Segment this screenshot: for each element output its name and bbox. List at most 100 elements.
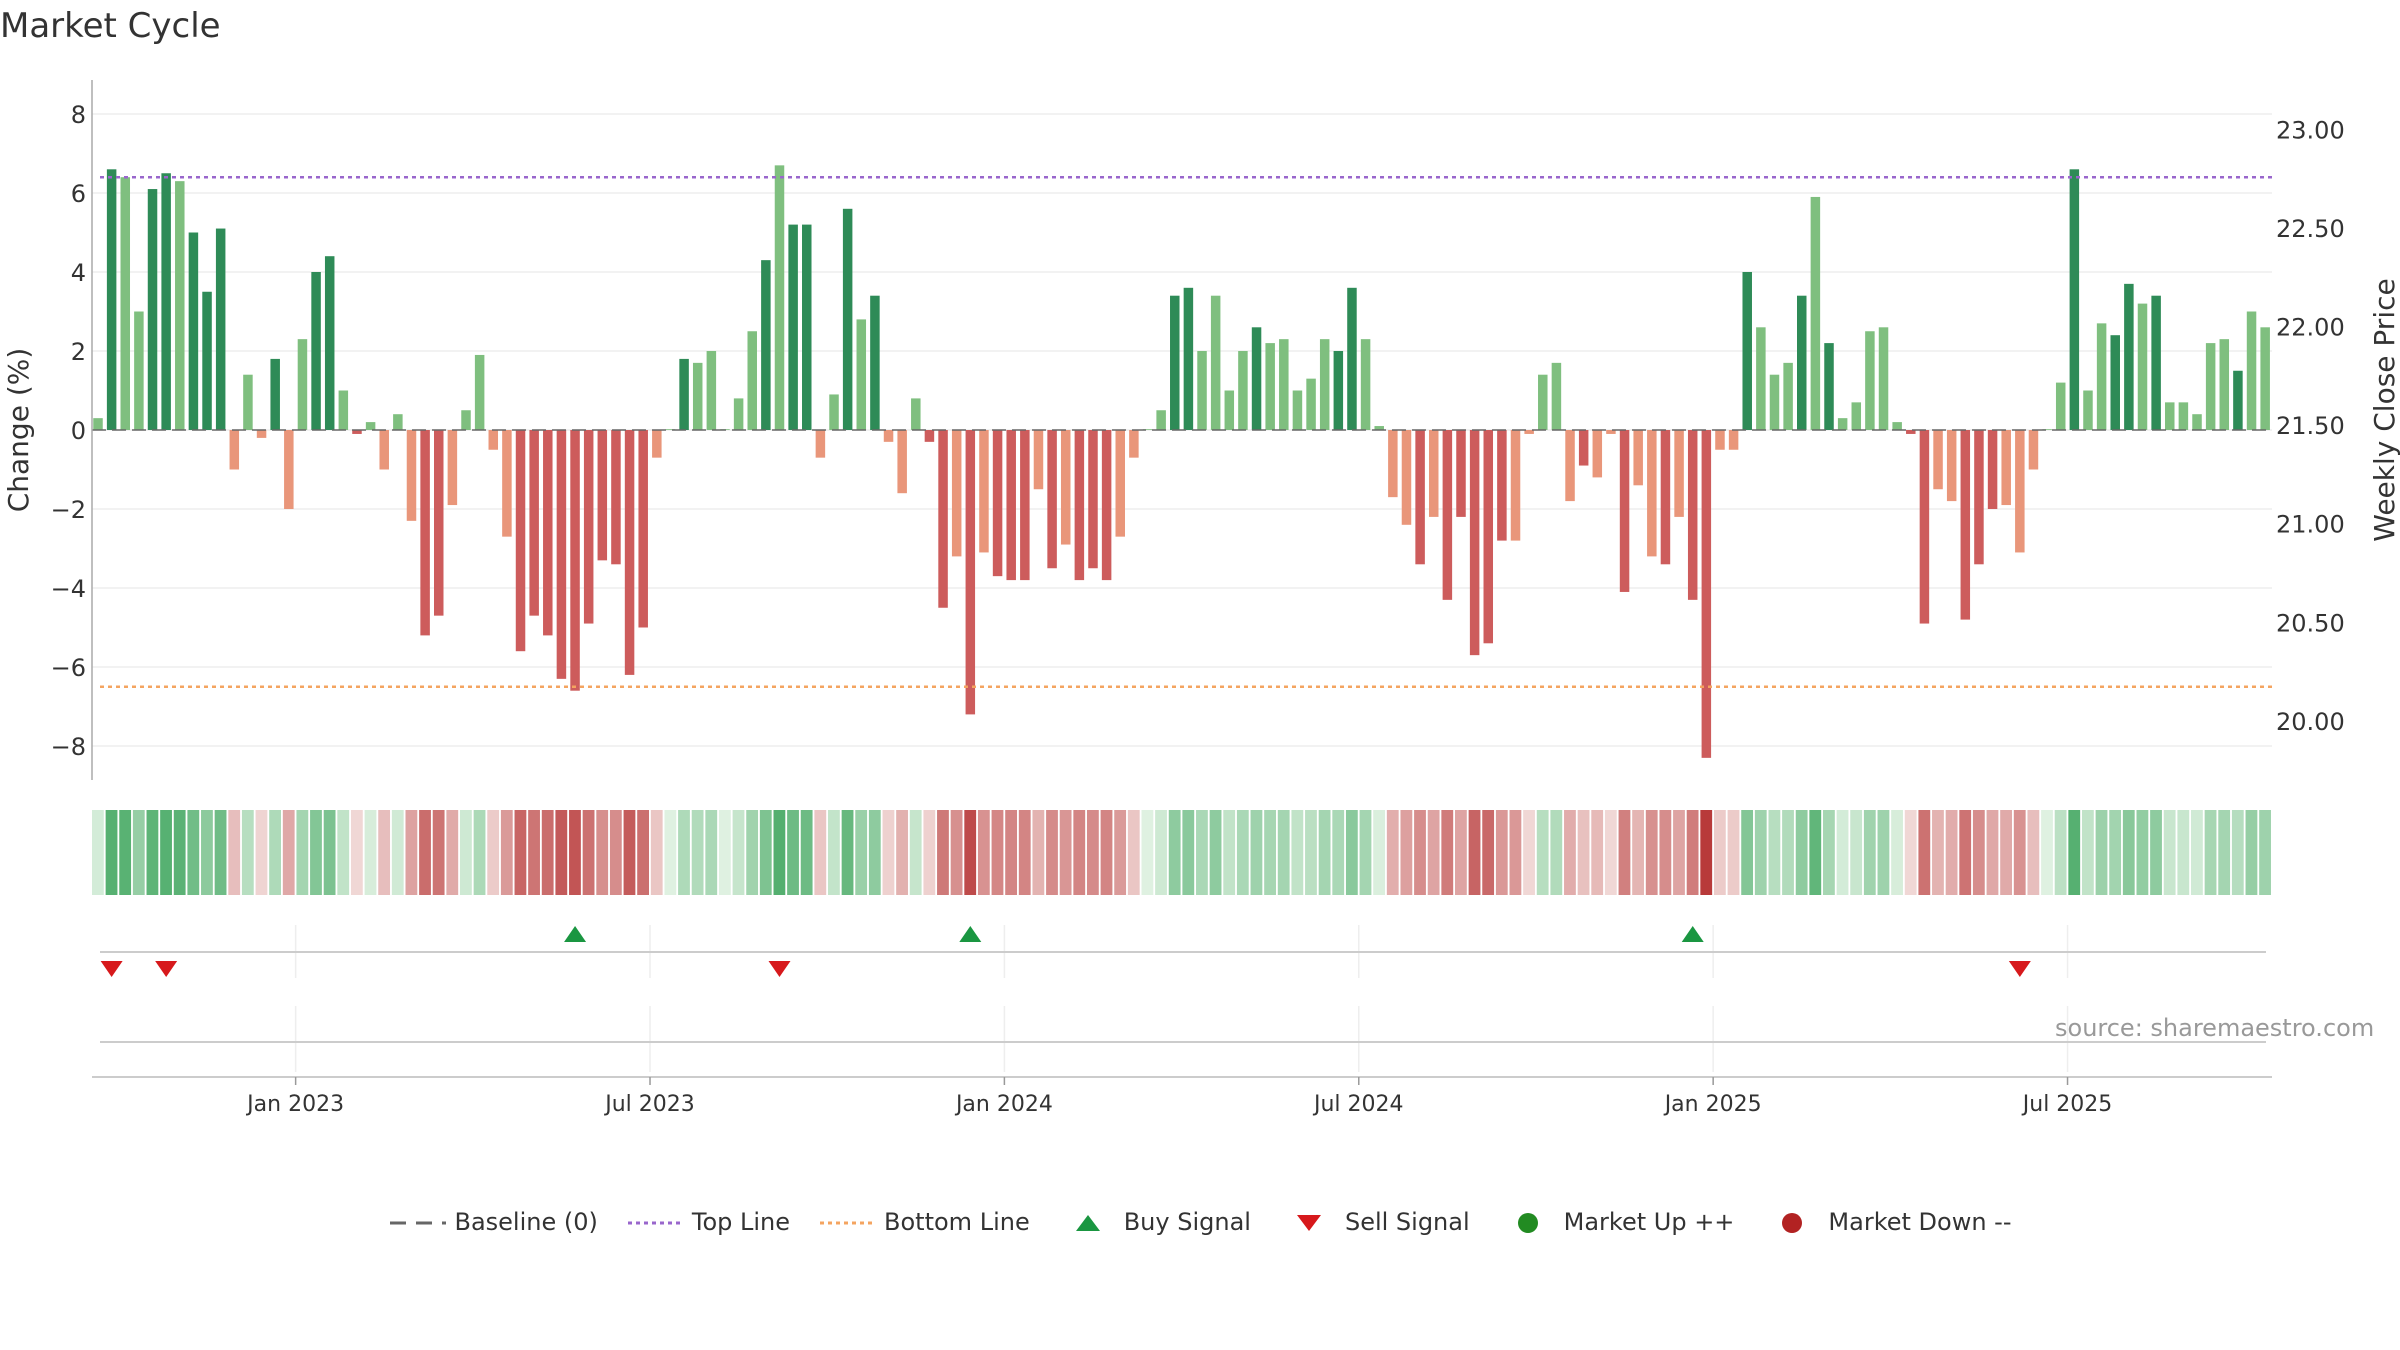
y-tick-label-right: 22.00 <box>2276 313 2345 341</box>
sell-signal-marker <box>100 961 123 977</box>
y-tick-label-left: −8 <box>51 733 86 761</box>
bar <box>1469 430 1480 656</box>
heat-cell <box>1359 810 1372 895</box>
y-tick-label-left: −2 <box>51 496 86 524</box>
dotted-line-icon <box>626 1208 692 1236</box>
heat-cell <box>1645 810 1658 895</box>
bar <box>1538 374 1548 430</box>
heat-cell <box>759 810 772 895</box>
bar <box>1906 430 1916 434</box>
heat-cell <box>1918 810 1931 895</box>
heat-cell <box>364 810 377 895</box>
legend-label: Baseline (0) <box>454 1207 598 1236</box>
heat-cell <box>187 810 200 895</box>
heat-cell <box>1100 810 1113 895</box>
heat-cell <box>1713 810 1726 895</box>
heat-cell <box>1264 810 1276 895</box>
y-tick-label-right: 21.00 <box>2276 511 2345 539</box>
bar <box>515 430 526 652</box>
bar <box>1592 430 1603 478</box>
heat-cell <box>1577 810 1590 895</box>
bar <box>1987 430 1998 509</box>
heat-cell <box>2109 810 2122 895</box>
source-label: source: sharemaestro.com <box>2055 1014 2375 1042</box>
bar <box>2001 430 2011 506</box>
bar <box>1606 430 1616 434</box>
heat-cell <box>2136 810 2149 895</box>
legend-item[interactable]: Top Line <box>626 1207 790 1236</box>
bar <box>2055 382 2066 430</box>
heat-cell <box>1291 810 1304 895</box>
heat-cell <box>814 810 827 895</box>
heat-cell <box>1032 810 1045 895</box>
heat-cell <box>555 810 568 895</box>
heat-cell <box>514 810 527 895</box>
y-tick-label-right: 21.50 <box>2276 412 2345 440</box>
heat-cell <box>296 810 309 895</box>
bar <box>965 430 976 715</box>
buy-signal-marker <box>1681 926 1704 942</box>
bar <box>883 430 894 442</box>
heat-cell <box>609 810 622 895</box>
heat-cell <box>1427 810 1440 895</box>
heat-cell <box>1277 810 1290 895</box>
heat-cell <box>1223 810 1236 895</box>
bar <box>434 430 444 616</box>
heat-cell <box>2000 810 2012 895</box>
bar <box>1224 390 1235 430</box>
signal-layer <box>100 926 2031 977</box>
bar <box>761 260 771 430</box>
heat-cell <box>1741 810 1754 895</box>
bar <box>570 430 580 691</box>
heat-cell <box>473 810 486 895</box>
heat-cell <box>623 810 636 895</box>
bar <box>134 311 144 430</box>
heat-cell <box>977 810 990 895</box>
legend-item[interactable]: Market Down -- <box>1762 1207 2012 1236</box>
heat-cell <box>582 810 595 895</box>
heat-cell <box>2013 810 2026 895</box>
bar <box>2178 402 2189 430</box>
heat-cell <box>718 810 731 895</box>
bar <box>270 358 280 430</box>
legend-item[interactable]: Bottom Line <box>818 1207 1030 1236</box>
heat-cell <box>1618 810 1631 895</box>
heat-cell <box>146 810 159 895</box>
heat-cell <box>2259 810 2271 895</box>
heat-cell <box>1441 810 1454 895</box>
legend: Baseline (0) Top Line Bottom Line Buy Signa… <box>0 1206 2400 1236</box>
legend-item[interactable]: Baseline (0) <box>388 1207 598 1236</box>
legend-item[interactable]: Market Up ++ <box>1498 1207 1734 1236</box>
y-tick-label-left: −6 <box>51 654 86 682</box>
bar <box>1674 430 1684 517</box>
heat-cell <box>1686 810 1699 895</box>
heat-cell <box>732 810 745 895</box>
bar <box>1933 430 1943 490</box>
heat-cell <box>1182 810 1195 895</box>
heat-cell <box>678 810 690 895</box>
legend-item[interactable]: Buy Signal <box>1058 1207 1251 1236</box>
bar <box>2110 335 2120 430</box>
bar <box>1006 430 1016 581</box>
bar <box>1388 430 1398 498</box>
bar <box>1619 430 1630 592</box>
heat-cell <box>487 810 500 895</box>
bar <box>2233 370 2243 430</box>
bar <box>1551 362 1562 430</box>
heat-cell <box>2191 810 2203 895</box>
bar <box>679 358 689 430</box>
bar <box>870 295 880 430</box>
heat-cell <box>2095 810 2108 895</box>
label-layer: 8 6 4 2 0 −2 −4 −6 −8 23.00 22.50 22.00 21.50 21.00 20… <box>2 101 2400 1117</box>
heat-cell <box>950 810 963 895</box>
bar <box>2124 283 2134 430</box>
bar <box>1142 429 1153 430</box>
bar <box>1374 426 1384 430</box>
bar <box>1129 430 1139 458</box>
bar <box>1197 351 1207 430</box>
x-tick-label: Jan 2025 <box>1663 1092 1762 1117</box>
reference-lines-layer <box>92 175 2272 688</box>
heat-cell <box>173 810 186 895</box>
x-tick-label: Jul 2024 <box>1312 1092 1404 1117</box>
legend-item[interactable]: Sell Signal <box>1279 1207 1470 1236</box>
